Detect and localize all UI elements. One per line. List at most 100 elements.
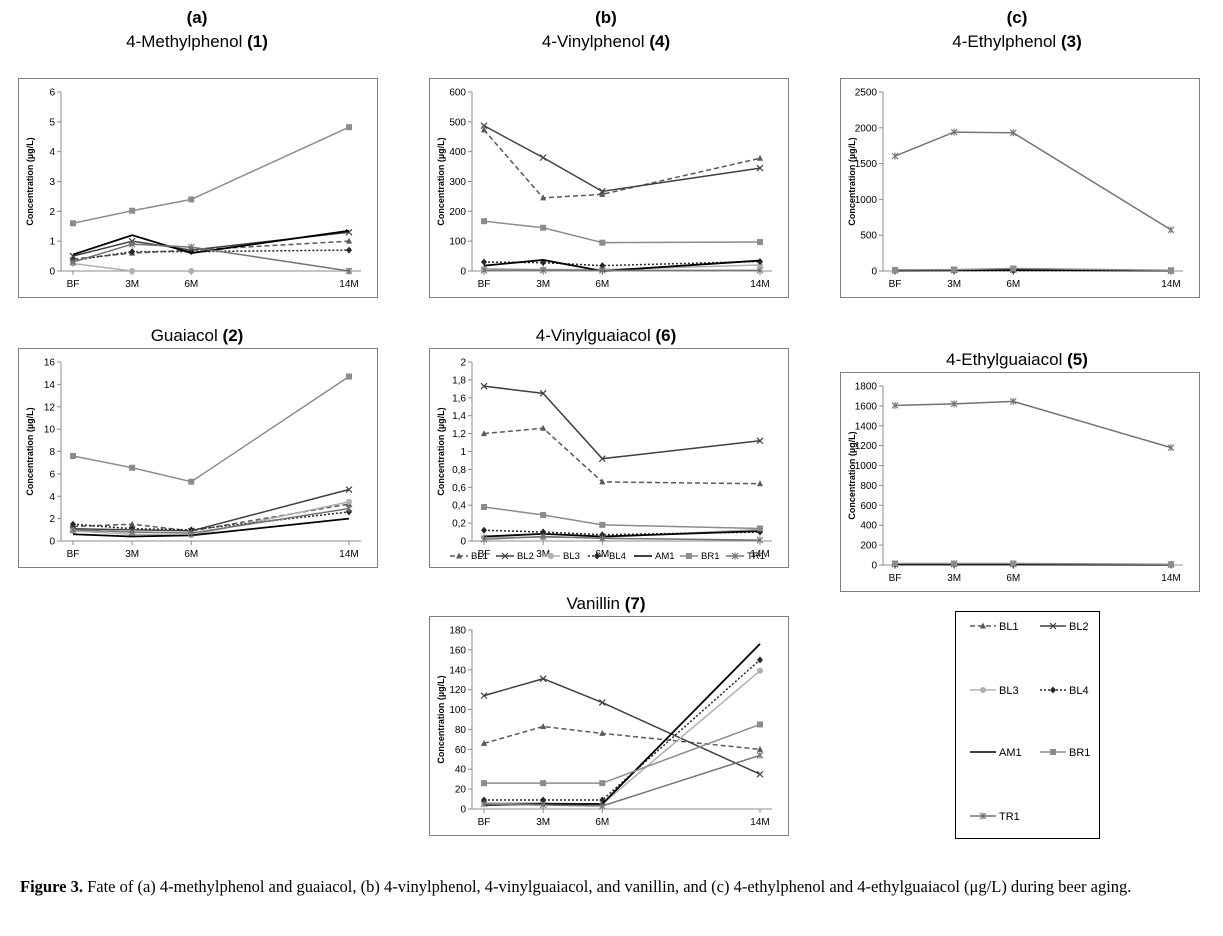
data-point-tr1 (756, 536, 764, 544)
y-tick-label: 2500 (855, 88, 878, 99)
data-point-br1 (1010, 265, 1017, 272)
y-tick-label: 1,8 (452, 375, 466, 386)
x-tick-label: 6M (184, 549, 198, 560)
data-point-br1 (757, 721, 763, 728)
y-axis-label: Concentration (µg/L) (436, 407, 446, 495)
data-point-bl3 (757, 262, 763, 269)
y-tick-label: 4 (49, 492, 55, 503)
y-axis-label: Concentration (µg/L) (436, 137, 446, 225)
x-tick-label: BF (67, 549, 80, 560)
y-tick-label: 0 (460, 267, 466, 278)
data-point-bl4 (129, 248, 136, 256)
y-axis-label: Concentration (µg/L) (847, 137, 857, 225)
data-point-br1 (481, 780, 487, 787)
legend-label-bl3: BL3 (999, 685, 1019, 697)
inline-legend: BL1 BL2 BL3 BL4 AM1 BR1 TR1 (450, 551, 765, 562)
data-point-br1 (1168, 267, 1174, 274)
chart-methylphenol: 0 1 2 3 4 5 6 BF 3M 6M 14M Concentration (µg/L) (18, 78, 378, 298)
y-tick-label: 5 (49, 117, 55, 128)
y-tick-label: 0,6 (452, 483, 466, 494)
legend-marker-bl2 (1049, 622, 1057, 630)
chart-vinylguaiacol: 0 0,2 0,4 0,6 0,8 1 1,2 1,4 1,6 1,8 2 BF 3M 6M 14M Conc… (429, 348, 789, 568)
x-tick-label: BF (889, 279, 902, 290)
series-br1 (892, 265, 1174, 274)
data-point-br1 (951, 560, 958, 567)
data-point-bl4 (346, 246, 352, 254)
data-point-bl3 (757, 667, 763, 674)
legend-label-bl2: BL2 (1069, 621, 1089, 633)
data-point-br1 (951, 266, 958, 273)
y-tick-label: 0,8 (452, 465, 466, 476)
x-tick-label: 6M (595, 549, 609, 560)
y-tick-label: 2 (460, 358, 466, 369)
y-tick-label: 160 (449, 645, 466, 656)
data-point-bl2 (539, 154, 547, 162)
series-br1 (481, 503, 763, 532)
y-tick-label: 1,4 (452, 411, 466, 422)
y-tick-label: 1500 (855, 159, 878, 170)
data-point-tr1 (756, 266, 764, 274)
chart-guaiacol: 0 2 4 6 8 10 12 14 16 BF 3M 6M 14M Concentration (µg/… (18, 348, 378, 568)
chart-svg-vinylphenol: 0 100 200 300 400 500 600 BF 3M 6M 14M Concentratio… (436, 88, 772, 290)
data-point-br1 (346, 124, 352, 131)
data-point-br1 (599, 239, 606, 246)
data-point-br1 (540, 224, 547, 231)
data-point-bl1 (757, 745, 763, 752)
data-point-bl4 (481, 258, 487, 266)
series-bl2 (69, 228, 353, 260)
x-tick-label: 3M (536, 549, 550, 560)
chart-title-vinylphenol: 4-Vinylphenol (4) (541, 32, 671, 51)
data-point-bl3 (129, 268, 136, 274)
series-am1 (483, 530, 761, 538)
data-point-bl4 (481, 526, 487, 534)
y-tick-label: 1000 (855, 461, 878, 472)
data-point-bl1 (540, 424, 547, 431)
legend-marker-tr1 (979, 812, 987, 820)
x-tick-label: BF (478, 279, 491, 290)
legend-label-br1: BR1 (1069, 747, 1090, 759)
data-point-br1 (1010, 560, 1017, 567)
series-line-am1 (483, 259, 761, 272)
series-line-bl4 (72, 249, 350, 262)
y-tick-label: 80 (455, 725, 467, 736)
y-tick-label: 600 (449, 88, 466, 99)
series-line-tr1 (72, 507, 350, 534)
y-tick-label: 40 (455, 765, 467, 776)
data-point-tr1 (539, 533, 547, 541)
data-point-br1 (892, 560, 898, 567)
x-tick-label: BF (478, 549, 491, 560)
chart-ethylphenol: 0 500 1000 1500 2000 2500 BF 3M 6M 14M Concentrati… (840, 78, 1200, 298)
chart-svg-methylphenol: 0 1 2 3 4 5 6 BF 3M 6M 14M Concentration (µg/L) (25, 88, 361, 290)
data-point-bl1 (481, 126, 487, 133)
x-tick-label: 14M (1161, 279, 1180, 290)
chart-title-ethylguaiacol: 4-Ethylguaiacol (5) (946, 350, 1088, 369)
data-point-bl1 (540, 194, 547, 201)
series-am1 (483, 643, 761, 806)
data-point-bl1 (481, 430, 487, 437)
series-bl2 (480, 382, 764, 463)
data-point-br1 (757, 239, 763, 246)
series-line-tr1 (72, 243, 350, 272)
legend-label-bl4: BL4 (609, 551, 626, 562)
y-tick-label: 12 (44, 402, 56, 413)
data-point-tr1 (950, 400, 958, 408)
y-tick-label: 0 (49, 537, 55, 548)
y-tick-label: 140 (449, 665, 466, 676)
series-tr1 (891, 128, 1175, 234)
series-line-br1 (483, 506, 761, 530)
data-point-bl2 (598, 699, 606, 707)
data-point-br1 (70, 452, 76, 459)
data-point-tr1 (950, 128, 958, 136)
data-point-bl3 (346, 498, 352, 505)
x-tick-label: 3M (947, 573, 961, 584)
figure-caption: Figure 3. Fate of (a) 4-methylphenol and… (20, 877, 1132, 896)
data-point-br1 (188, 478, 195, 485)
data-point-bl2 (480, 382, 488, 390)
series-bl4 (481, 656, 763, 804)
x-tick-label: 14M (1161, 573, 1180, 584)
series-bl2 (480, 122, 764, 195)
data-point-tr1 (539, 801, 547, 809)
data-point-br1 (892, 266, 898, 273)
y-tick-label: 0 (871, 267, 877, 278)
y-tick-label: 16 (44, 358, 56, 369)
